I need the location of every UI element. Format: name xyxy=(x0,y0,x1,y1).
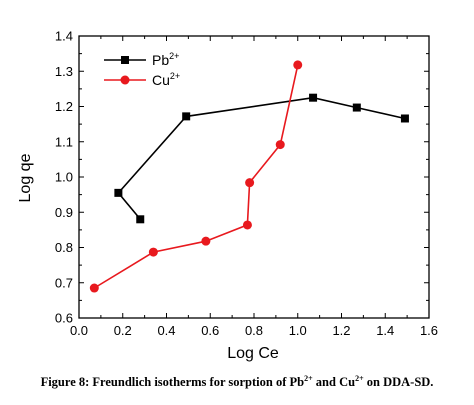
y-tick-label: 1.4 xyxy=(55,29,73,44)
data-point-pb xyxy=(309,93,318,102)
data-point-cu xyxy=(201,236,211,246)
x-axis-title: Log Ce xyxy=(227,345,279,362)
caption-sup-pb: 2+ xyxy=(304,374,313,383)
data-point-pb xyxy=(352,103,361,112)
series-line-cu xyxy=(93,64,299,289)
x-tick-label: 1.4 xyxy=(376,323,394,338)
legend-item-cu: Cu2+ xyxy=(104,71,180,88)
y-tick-label: 1.2 xyxy=(55,99,73,114)
x-tick-label: 1.0 xyxy=(289,323,307,338)
freundlich-chart: 0.0 0.2 0.4 0.6 0.8 1.0 1.2 1.4 1.6 0.6 0.7 0.8 0.9… xyxy=(17,29,438,363)
data-point-cu xyxy=(245,178,255,188)
data-point-pb xyxy=(400,114,409,123)
x-tick-label: 0.4 xyxy=(157,323,175,338)
y-axis-ticks: 0.6 0.7 0.8 0.9 1.0 1.1 1.2 1.3 1.4 xyxy=(55,29,429,326)
caption-middle: and Cu xyxy=(312,375,356,390)
legend-label-cu: Cu2+ xyxy=(152,71,180,88)
y-tick-label: 1.3 xyxy=(55,64,73,79)
y-tick-label: 0.9 xyxy=(55,205,73,220)
caption-prefix: Figure 8: Freundlich isotherms for sorpt… xyxy=(40,375,305,390)
series-pb xyxy=(114,93,409,224)
data-point-pb xyxy=(136,215,145,224)
data-point-cu xyxy=(242,220,252,230)
x-tick-label: 0.0 xyxy=(70,323,88,338)
y-axis-title: Log qe xyxy=(17,153,34,202)
data-point-cu xyxy=(89,283,99,293)
legend-item-pb: Pb2+ xyxy=(104,51,179,68)
data-point-pb xyxy=(114,188,123,197)
legend-swatch-marker xyxy=(120,75,130,85)
x-tick-label: 1.2 xyxy=(332,323,350,338)
figure-caption: Figure 8: Freundlich isotherms for sorpt… xyxy=(0,374,474,390)
x-tick-label: 0.8 xyxy=(245,323,263,338)
data-point-cu xyxy=(275,140,285,150)
x-axis-ticks: 0.0 0.2 0.4 0.6 0.8 1.0 1.2 1.4 1.6 xyxy=(70,36,438,338)
series-layer xyxy=(89,60,409,293)
x-tick-label: 1.6 xyxy=(420,323,438,338)
y-tick-label: 0.6 xyxy=(55,311,73,326)
y-tick-label: 1.1 xyxy=(55,134,73,149)
x-tick-label: 0.6 xyxy=(201,323,219,338)
legend: Pb2+ Cu2+ xyxy=(104,51,180,88)
data-point-pb xyxy=(182,112,191,121)
y-tick-label: 0.7 xyxy=(55,275,73,290)
x-tick-label: 0.2 xyxy=(114,323,132,338)
data-point-cu xyxy=(293,60,303,70)
data-point-cu xyxy=(148,247,158,257)
caption-sup-cu: 2+ xyxy=(355,374,364,383)
legend-swatch-marker xyxy=(121,56,129,64)
series-cu xyxy=(89,60,303,293)
legend-label-pb: Pb2+ xyxy=(152,51,179,68)
y-tick-label: 0.8 xyxy=(55,240,73,255)
y-tick-label: 1.0 xyxy=(55,170,73,185)
series-line-pb xyxy=(117,96,406,220)
caption-suffix: on DDA-SD. xyxy=(363,375,434,390)
